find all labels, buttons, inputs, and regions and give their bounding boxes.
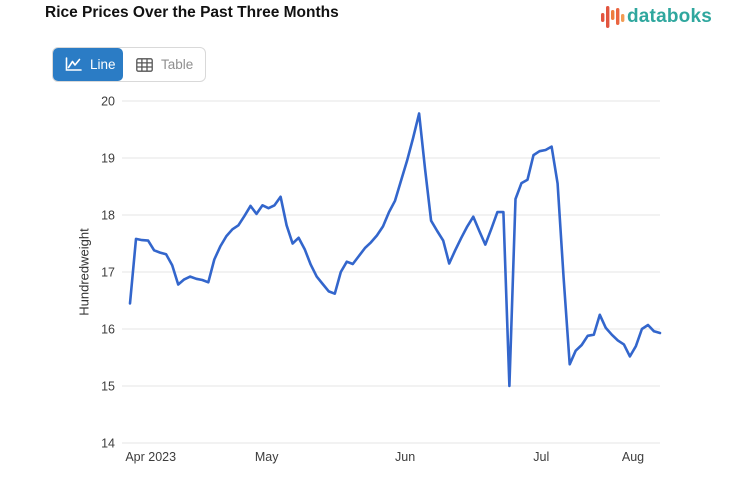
- brand-bars-icon: [600, 6, 625, 28]
- table-grid-icon: [136, 57, 153, 72]
- svg-text:14: 14: [101, 437, 115, 451]
- svg-text:May: May: [255, 450, 279, 464]
- line-view-button[interactable]: Line: [53, 48, 123, 81]
- svg-text:Aug: Aug: [622, 450, 644, 464]
- table-view-button[interactable]: Table: [123, 48, 205, 81]
- svg-text:15: 15: [101, 380, 115, 394]
- svg-text:Jul: Jul: [533, 450, 549, 464]
- brand-logo[interactable]: databoks: [600, 4, 712, 30]
- chart-view-toggle: Line Table: [52, 47, 206, 82]
- svg-text:20: 20: [101, 95, 115, 109]
- svg-text:18: 18: [101, 209, 115, 223]
- line-button-label: Line: [90, 57, 116, 72]
- svg-text:16: 16: [101, 323, 115, 337]
- y-axis-title: Hundredweight: [76, 228, 92, 316]
- svg-text:Apr 2023: Apr 2023: [125, 450, 176, 464]
- svg-text:17: 17: [101, 266, 115, 280]
- page-title: Rice Prices Over the Past Three Months: [45, 4, 339, 21]
- line-chart-icon: [65, 57, 82, 71]
- svg-text:Jun: Jun: [395, 450, 415, 464]
- svg-text:19: 19: [101, 152, 115, 166]
- table-button-label: Table: [161, 57, 194, 72]
- brand-name: databoks: [626, 6, 712, 27]
